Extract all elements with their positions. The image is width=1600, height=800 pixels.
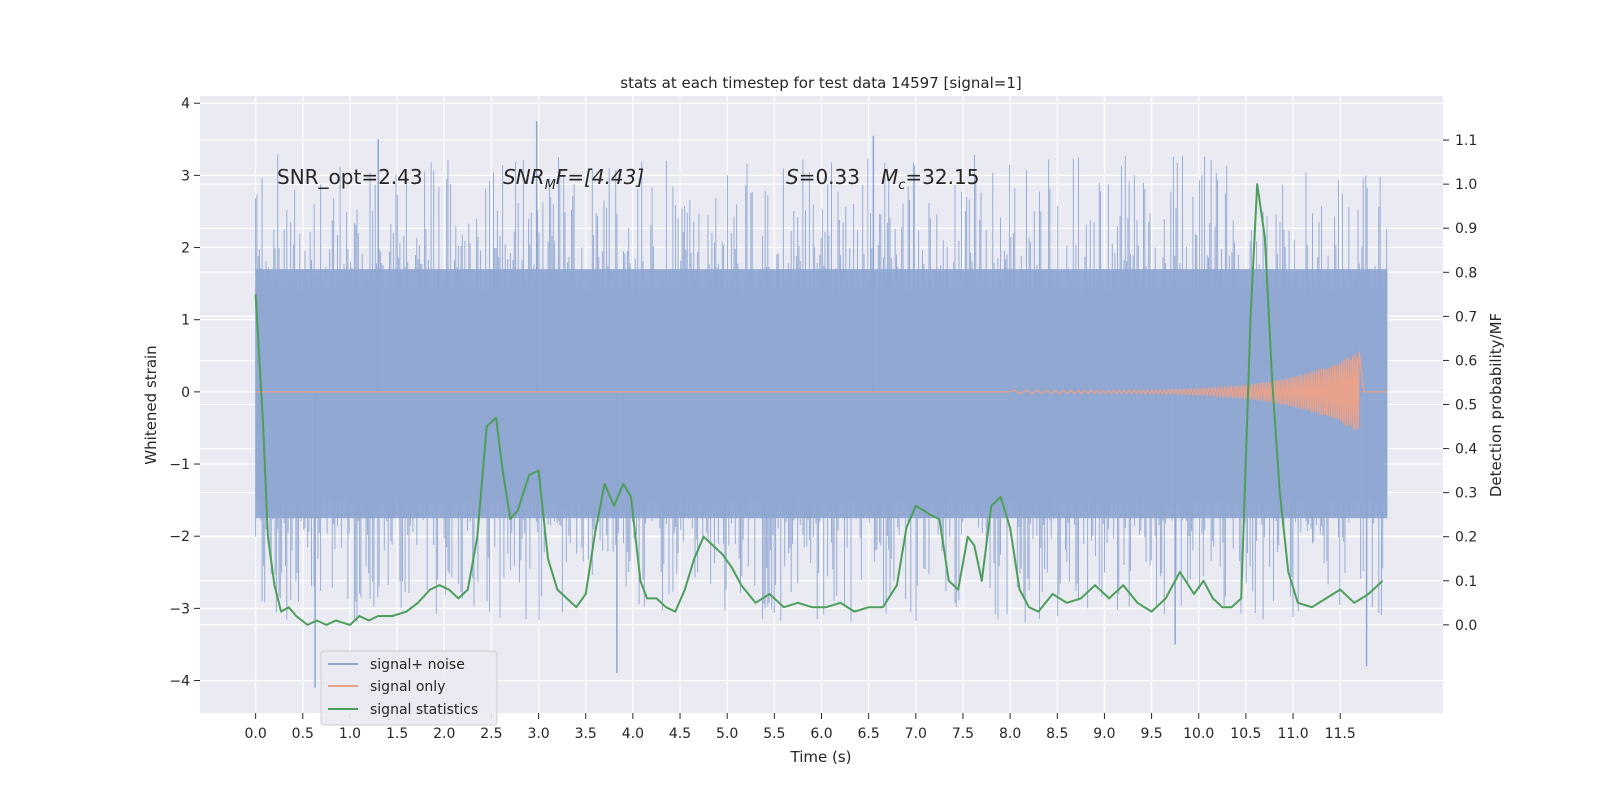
legend-label-signal-statistics: signal statistics [370,702,478,718]
right-tick-label: 0.0 [1455,618,1477,634]
x-tick-label: 3.5 [575,726,597,742]
right-tick-label: 0.3 [1455,486,1477,502]
right-tick-label: 0.4 [1455,442,1477,458]
x-tick-label: 8.0 [999,726,1021,742]
noise-spikes [255,154,1388,623]
x-tick-label: 7.0 [905,726,927,742]
right-tick-label: 0.2 [1455,530,1477,546]
y-tick-label: −3 [169,601,190,617]
y-axis-ticks: 4 3 2 1 0 −1 −2 −3 −4 [169,96,200,690]
x-tick-label: 4.0 [622,726,644,742]
right-tick-label: 0.1 [1455,574,1477,590]
signal-noise-series [255,121,1388,688]
x-tick-label: 3.0 [527,726,549,742]
annotation-snr-mf: SNRMF=[4.43] [503,165,644,193]
signal-statistics-series [254,183,1384,626]
right-tick-label: 1.1 [1455,133,1477,149]
x-tick-label: 5.0 [716,726,738,742]
x-tick-label: 10.0 [1183,726,1214,742]
annotation-snr-opt: SNR_opt=2.43 [277,165,423,189]
x-tick-label: 10.5 [1230,726,1261,742]
right-axis-label: Detection probability/MF [1487,313,1505,497]
right-tick-label: 0.8 [1455,265,1477,281]
legend-box [320,650,498,726]
right-tick-label: 0.6 [1455,353,1477,369]
x-tick-label: 8.5 [1046,726,1068,742]
x-tick-label: 6.0 [810,726,832,742]
chart-title: stats at each timestep for test data 145… [620,74,1021,92]
x-tick-label: 11.5 [1325,726,1356,742]
y-axis-label: Whitened strain [142,345,160,464]
x-tick-label: 2.0 [433,726,455,742]
right-tick-label: 1.0 [1455,177,1477,193]
x-axis-ticks: 0.0 0.5 1.0 1.5 2.0 2.5 3.0 3.5 4.0 4.5 5.0 5.5 6.0 6… [245,713,1356,742]
y-tick-label: −1 [169,457,190,473]
y-tick-label: 4 [181,96,190,112]
y-tick-label: −2 [169,529,190,545]
x-tick-label: 6.5 [858,726,880,742]
right-tick-label: 0.9 [1455,221,1477,237]
x-tick-label: 0.0 [245,726,267,742]
x-tick-label: 2.5 [480,726,502,742]
right-tick-label: 0.7 [1455,309,1477,325]
x-tick-label: 5.5 [763,726,785,742]
x-axis-label: Time (s) [790,748,852,766]
legend: signal+ noise signal only signal statist… [320,650,498,726]
signal-only-line [255,351,1388,431]
right-axis-ticks: 1.1 1.0 0.9 0.8 0.7 0.6 0.5 0.4 0.3 0.2 0.1 0.0 [1443,133,1477,634]
x-tick-label: 7.5 [952,726,974,742]
signal-only-series [255,351,1388,431]
right-tick-label: 0.5 [1455,398,1477,414]
x-tick-label: 1.5 [386,726,408,742]
x-tick-label: 0.5 [292,726,314,742]
annotation-s: S=0.33 [786,165,860,189]
y-tick-label: −4 [169,674,190,690]
legend-label-signal-only: signal only [370,679,445,695]
legend-label-signal-noise: signal+ noise [370,657,465,673]
x-tick-label: 9.0 [1093,726,1115,742]
y-tick-label: 3 [181,168,190,184]
x-tick-label: 1.0 [339,726,361,742]
signal-statistics-line [254,183,1384,626]
y-tick-label: 1 [181,313,190,329]
x-tick-label: 4.5 [669,726,691,742]
y-tick-label: 0 [181,385,190,401]
x-tick-label: 9.5 [1140,726,1162,742]
annotation-mc: Mc=32.15 [881,165,979,193]
x-tick-label: 11.0 [1277,726,1308,742]
y-tick-label: 2 [181,241,190,257]
